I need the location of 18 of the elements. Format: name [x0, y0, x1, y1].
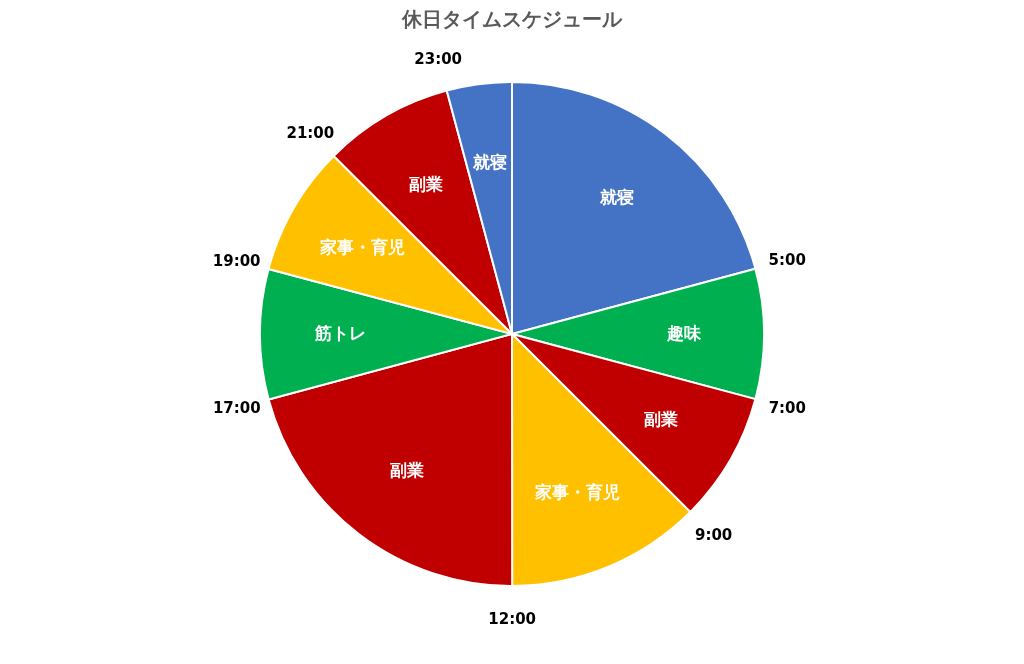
text: 19:00 — [212, 251, 261, 270]
slice-label: 家事・育児 — [534, 481, 621, 502]
text: 23:00 — [414, 49, 463, 68]
slice-label: 家事・育児 — [319, 237, 406, 258]
text: 12:00 — [488, 610, 537, 628]
slice-label: 就寝 — [598, 186, 634, 207]
slice-label: 副業 — [644, 408, 678, 429]
text: 21:00 — [286, 123, 335, 142]
text: 17:00 — [212, 398, 261, 417]
chart-title: 休日タイムスケジュール — [401, 7, 623, 31]
slice-label: 筋トレ — [313, 323, 366, 344]
slice-label: 趣味 — [666, 322, 702, 343]
text: 9:00 — [695, 526, 733, 545]
slice-label: 副業 — [390, 459, 425, 480]
slice-label: 副業 — [408, 174, 443, 195]
text: 7:00 — [768, 398, 806, 417]
text: 5:00 — [768, 251, 806, 270]
slice-label: 就寝 — [471, 152, 507, 173]
